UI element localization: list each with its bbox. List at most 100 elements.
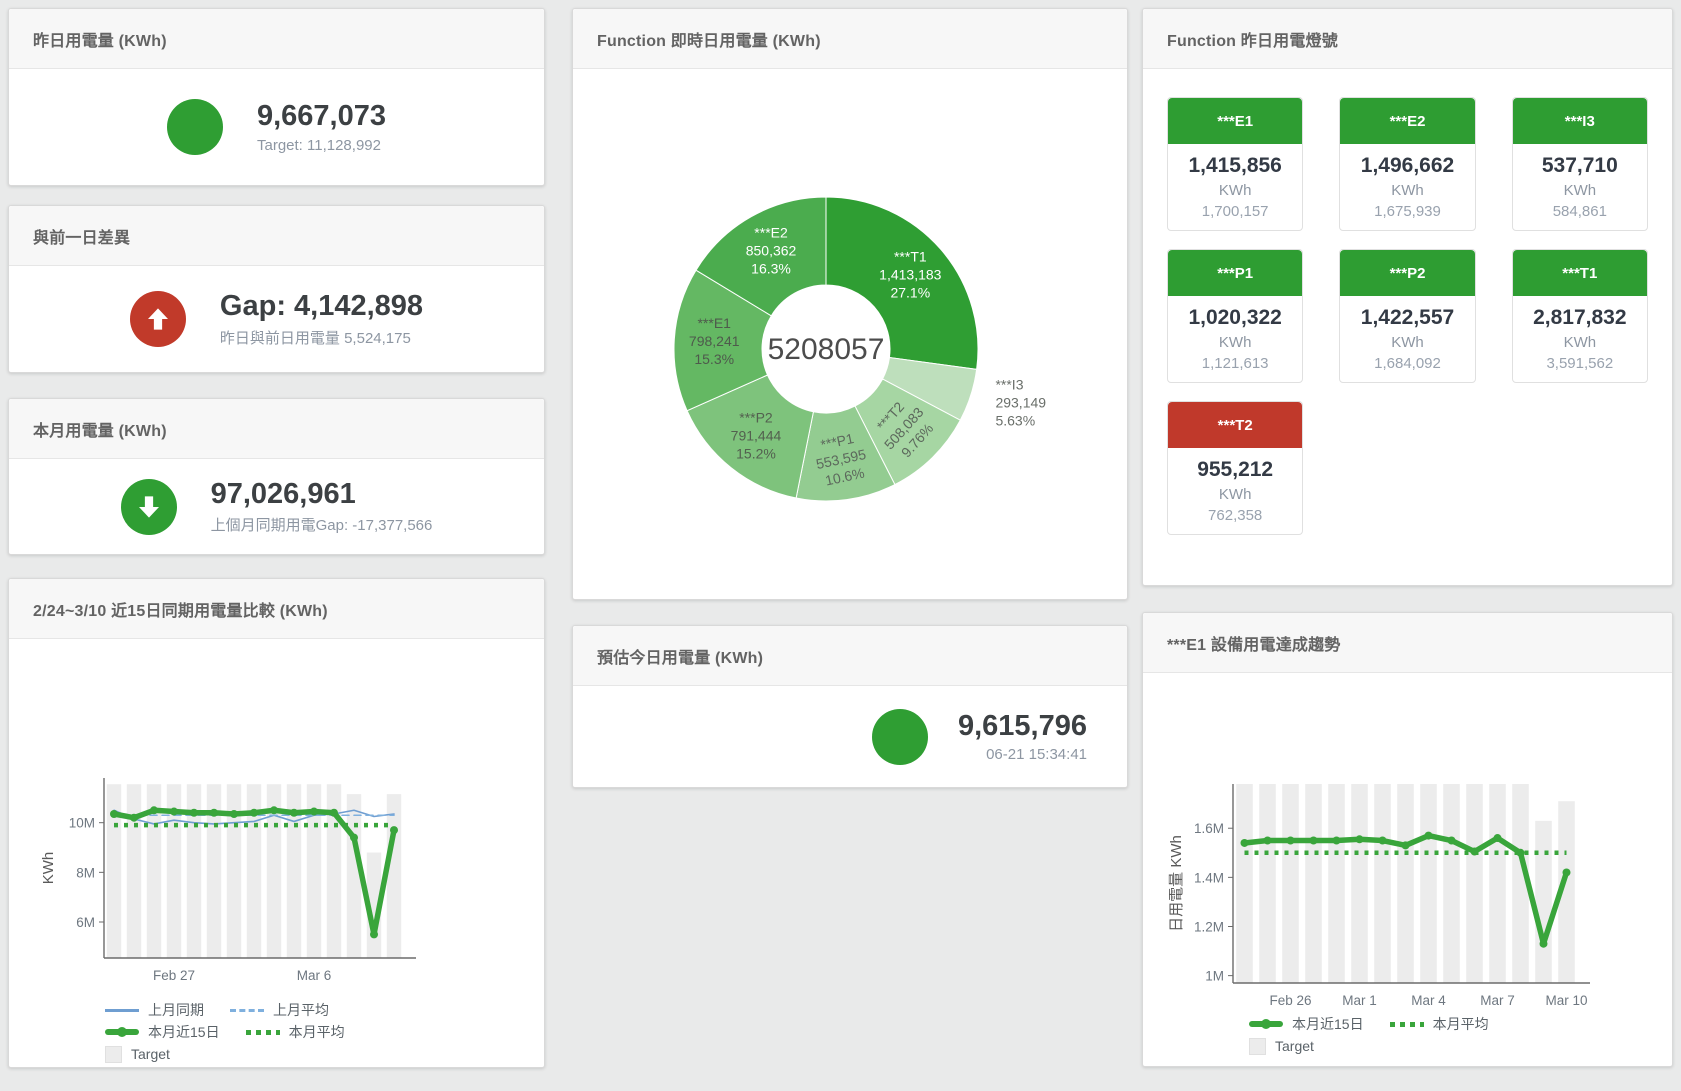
realtime-donut-chart[interactable]: ***T1 1,413,183 27.1%***I3 293,149 5.63%***T… xyxy=(573,69,1129,589)
slice-label-T1: ***T1 1,413,183 27.1% xyxy=(879,248,941,300)
target-bar[interactable] xyxy=(166,784,182,958)
target-bar[interactable] xyxy=(1351,784,1368,983)
target-bar[interactable] xyxy=(306,784,322,958)
series-point[interactable] xyxy=(270,806,278,815)
series-point[interactable] xyxy=(230,810,238,818)
y-axis-title: 日用電量 KWh xyxy=(1168,835,1185,932)
target-bar[interactable] xyxy=(346,794,362,958)
target-bar[interactable] xyxy=(126,784,142,958)
target-bar[interactable] xyxy=(1259,784,1276,983)
series-point[interactable] xyxy=(250,808,258,817)
series-point[interactable] xyxy=(390,826,398,835)
series-point[interactable] xyxy=(130,813,138,822)
target-bar[interactable] xyxy=(1558,801,1575,983)
y-tick-label: 1M xyxy=(1205,969,1224,984)
target-bar[interactable] xyxy=(186,784,202,958)
series-point[interactable] xyxy=(290,808,298,817)
target-bar[interactable] xyxy=(326,784,342,958)
legend-item-本月平均[interactable]: 本月平均 xyxy=(1389,1014,1489,1034)
card-compare-title: 2/24~3/10 近15日同期用電量比較 (KWh) xyxy=(33,602,328,620)
series-point[interactable] xyxy=(1562,868,1571,877)
legend-item-本月平均[interactable]: 本月平均 xyxy=(245,1022,345,1042)
target-bar[interactable] xyxy=(146,784,162,958)
compare-usage-chart[interactable]: 6M 8M 10M Feb 27 Mar 6 KWh xyxy=(9,639,546,999)
series-point[interactable] xyxy=(370,930,378,939)
target-bar[interactable] xyxy=(1535,820,1552,983)
series-point[interactable] xyxy=(1424,831,1433,840)
series-point[interactable] xyxy=(330,808,338,817)
legend-item-本月近15日[interactable]: 本月近15日 xyxy=(1249,1014,1364,1034)
series-point[interactable] xyxy=(1401,841,1410,850)
series-point[interactable] xyxy=(1447,836,1456,845)
card-yesterday-usage: 昨日用電量 (KWh) 9,667,073 Target: 11,128,992 xyxy=(8,8,545,186)
series-point[interactable] xyxy=(1263,836,1272,845)
target-bar[interactable] xyxy=(1443,784,1460,983)
legend-item-上月同期[interactable]: 上月同期 xyxy=(105,1000,204,1020)
target-bar[interactable] xyxy=(386,794,402,958)
target-bar[interactable] xyxy=(1512,784,1529,983)
legend-item-Target[interactable]: Target xyxy=(105,1045,170,1063)
target-bar[interactable] xyxy=(246,784,262,958)
series-point[interactable] xyxy=(110,810,118,818)
series-point[interactable] xyxy=(210,808,218,817)
donut-slice-P2[interactable] xyxy=(686,374,815,499)
target-bar[interactable] xyxy=(1397,784,1414,983)
tile-unit: KWh xyxy=(1391,182,1424,199)
y-tick-label: 6M xyxy=(76,915,95,930)
series-line-上月同期[interactable] xyxy=(113,809,395,825)
light-tile-I3[interactable]: ***I3 537,710 KWh 584,861 xyxy=(1511,97,1648,231)
target-bar[interactable] xyxy=(1282,784,1299,983)
target-bar[interactable] xyxy=(106,784,122,958)
donut-slice-E2[interactable] xyxy=(695,196,827,317)
series-point[interactable] xyxy=(190,808,198,817)
target-bar[interactable] xyxy=(1489,784,1506,983)
series-point[interactable] xyxy=(1355,835,1364,844)
series-point[interactable] xyxy=(1378,836,1387,845)
target-bar[interactable] xyxy=(206,784,222,958)
legend-swatch-dots xyxy=(1389,1021,1424,1027)
donut-slice-E1[interactable] xyxy=(673,269,772,412)
series-point[interactable] xyxy=(350,833,358,842)
target-bar[interactable] xyxy=(1305,784,1322,983)
series-point[interactable] xyxy=(1493,834,1502,843)
card-realtime-header: Function 即時日用電量 (KWh) xyxy=(573,9,1127,69)
x-tick-label: Mar 4 xyxy=(1411,993,1446,1008)
series-point[interactable] xyxy=(1309,836,1318,845)
target-bar[interactable] xyxy=(1466,784,1483,983)
target-bar[interactable] xyxy=(286,784,302,958)
legend-item-Target[interactable]: Target xyxy=(1249,1037,1314,1055)
series-point[interactable] xyxy=(310,807,318,816)
tile-value: 1,496,662 xyxy=(1360,154,1455,177)
series-point[interactable] xyxy=(1332,836,1341,845)
series-point[interactable] xyxy=(1240,838,1249,847)
light-tile-E2[interactable]: ***E2 1,496,662 KWh 1,675,939 xyxy=(1339,97,1476,231)
y-tick-label: 1.2M xyxy=(1194,919,1224,934)
estimate-timestamp: 06-21 15:34:41 xyxy=(986,746,1087,764)
target-bar[interactable] xyxy=(1328,784,1345,983)
target-bar[interactable] xyxy=(1420,784,1437,983)
legend-item-本月近15日[interactable]: 本月近15日 xyxy=(105,1022,220,1042)
card-trend-header: ***E1 設備用電達成趨勢 xyxy=(1143,613,1672,673)
target-bar[interactable] xyxy=(366,852,382,958)
tile-unit: KWh xyxy=(1563,334,1597,351)
target-bar[interactable] xyxy=(1374,784,1391,983)
legend-item-上月平均[interactable]: 上月平均 xyxy=(230,1000,329,1020)
light-tile-E1[interactable]: ***E1 1,415,856 KWh 1,700,157 xyxy=(1167,97,1304,231)
donut-slice-T1[interactable] xyxy=(825,196,979,370)
tile-status-header: ***T1 xyxy=(1512,250,1647,296)
light-tile-T2[interactable]: ***T2 955,212 KWh 762,358 xyxy=(1167,401,1304,535)
card-month-usage: 本月用電量 (KWh) 97,026,961 上個月同期用電Gap: -17,3… xyxy=(8,398,545,555)
target-bar[interactable] xyxy=(266,784,282,958)
target-bar[interactable] xyxy=(1236,784,1253,983)
light-tile-P2[interactable]: ***P2 1,422,557 KWh 1,684,092 xyxy=(1339,249,1476,383)
light-tile-T1[interactable]: ***T1 2,817,832 KWh 3,591,562 xyxy=(1511,249,1648,383)
light-tile-P1[interactable]: ***P1 1,020,322 KWh 1,121,613 xyxy=(1167,249,1304,383)
series-point[interactable] xyxy=(150,806,158,815)
series-point[interactable] xyxy=(1286,836,1295,845)
target-bar[interactable] xyxy=(226,784,242,958)
series-point[interactable] xyxy=(1539,939,1548,948)
slice-label-E2: ***E2 850,362 16.3% xyxy=(746,224,797,276)
series-point[interactable] xyxy=(170,807,178,816)
yesterday-usage-value: 9,667,073 xyxy=(256,100,386,133)
trend-usage-chart[interactable]: 1M 1.2M 1.4M 1.6M Feb 26 Mar 1 Mar 4 Mar 7 Mar 1… xyxy=(1143,673,1674,1013)
